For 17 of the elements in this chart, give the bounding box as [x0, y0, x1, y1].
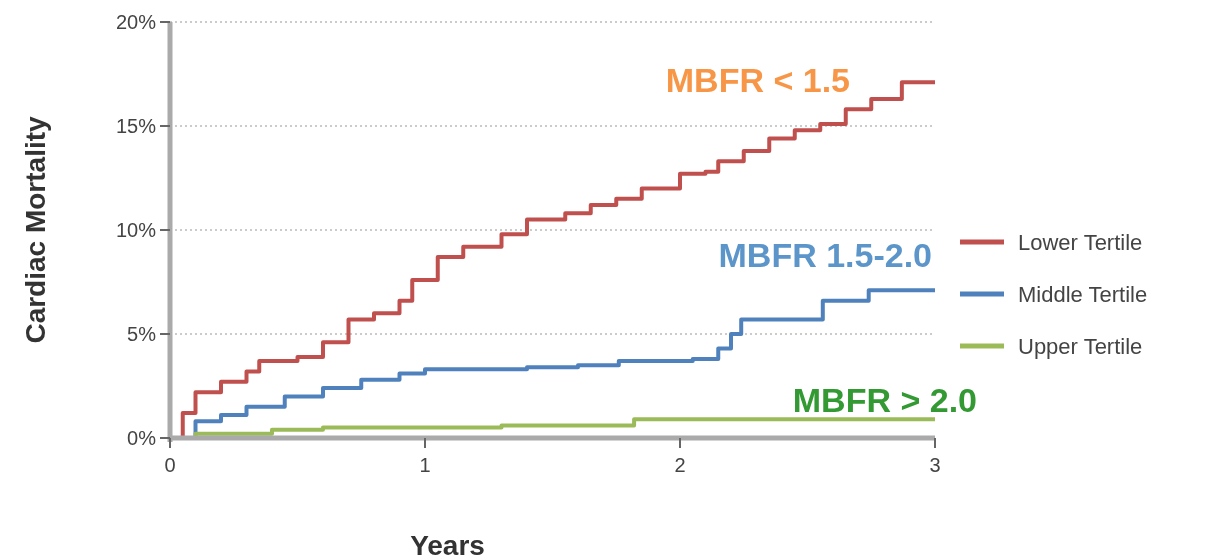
x-tick-label: 0	[164, 454, 176, 476]
y-tick-label: 0%	[127, 427, 157, 449]
legend-label: Lower Tertile	[1018, 229, 1143, 255]
legend-label: Middle Tertile	[1018, 281, 1148, 307]
annotation: MBFR 1.5-2.0	[718, 235, 932, 274]
y-tick-label: 5%	[127, 323, 157, 345]
x-axis-title: Years	[410, 530, 485, 559]
annotation: MBFR < 1.5	[665, 60, 850, 99]
y-tick-label: 15%	[115, 115, 157, 137]
y-axis-title: Cardiac Mortality	[20, 115, 51, 344]
x-tick-label: 3	[929, 454, 941, 476]
legend-label: Upper Tertile	[1018, 333, 1143, 359]
y-tick-label: 20%	[115, 11, 157, 33]
x-tick-label: 2	[674, 454, 686, 476]
x-tick-label: 1	[419, 454, 431, 476]
annotation: MBFR > 2.0	[792, 380, 977, 419]
y-tick-label: 10%	[115, 219, 157, 241]
